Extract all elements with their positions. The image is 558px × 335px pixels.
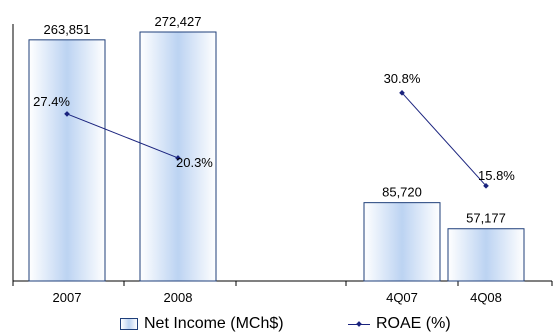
legend-label-roae: ROAE (%) bbox=[376, 315, 451, 332]
roae-line-segment bbox=[401, 92, 487, 187]
legend-item-roae: ROAE (%) bbox=[348, 315, 451, 333]
net-income-bar bbox=[28, 39, 106, 282]
roae-point bbox=[175, 155, 181, 161]
bars bbox=[28, 31, 525, 282]
net-income-value-label: 57,177 bbox=[466, 211, 506, 226]
x-tick-label: 4Q08 bbox=[470, 290, 502, 305]
legend-item-net-income: Net Income (MCh$) bbox=[120, 315, 284, 333]
x-tick-label: 4Q07 bbox=[386, 290, 418, 305]
net-income-bar bbox=[363, 202, 441, 282]
roae-value-label: 20.3% bbox=[176, 155, 213, 170]
legend-label-net-income: Net Income (MCh$) bbox=[144, 315, 284, 332]
line-marker-icon bbox=[348, 318, 370, 330]
net-income-value-label: 263,851 bbox=[44, 22, 91, 37]
net-income-bar bbox=[447, 228, 525, 282]
x-tick-label: 2008 bbox=[164, 290, 193, 305]
roae-line-segment bbox=[66, 113, 179, 159]
x-tick-label: 2007 bbox=[53, 290, 82, 305]
legend: Net Income (MCh$) ROAE (%) bbox=[0, 313, 558, 335]
data-labels: 263,851 272,427 85,720 57,177 27.4% 20.3% 30.8… bbox=[33, 14, 515, 226]
x-tick-labels: 2007 2008 4Q07 4Q08 bbox=[53, 290, 502, 305]
roae-point bbox=[483, 183, 489, 189]
roae-line-series bbox=[64, 90, 489, 189]
net-income-value-label: 85,720 bbox=[382, 185, 422, 200]
roae-point bbox=[399, 90, 405, 96]
roae-point bbox=[64, 111, 70, 117]
roae-value-label: 15.8% bbox=[478, 168, 515, 183]
bar-swatch-icon bbox=[120, 318, 138, 330]
net-income-value-label: 272,427 bbox=[155, 14, 202, 29]
roae-value-label: 30.8% bbox=[384, 71, 421, 86]
roae-value-label: 27.4% bbox=[33, 94, 70, 109]
